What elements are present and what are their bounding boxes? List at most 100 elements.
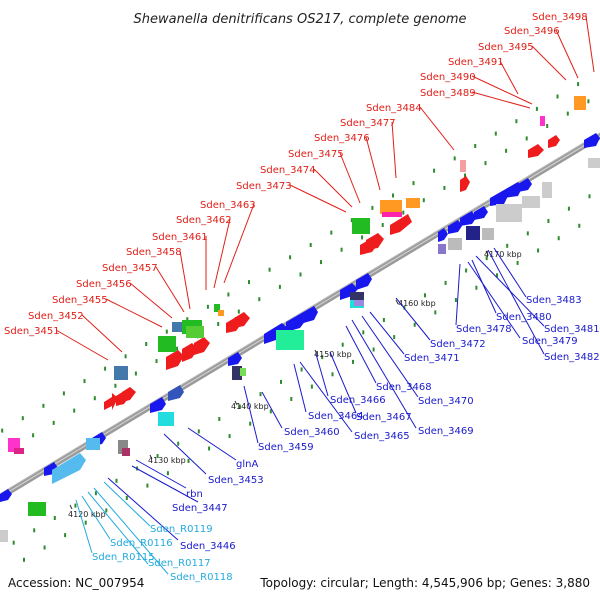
gene-label: Sden_3458	[126, 247, 182, 258]
marker-dot	[320, 260, 322, 265]
gene-label: Sden_3491	[448, 57, 504, 68]
gene-label: rbn	[186, 489, 203, 500]
marker-dot	[227, 292, 230, 297]
marker-dot	[331, 372, 334, 377]
marker-dot	[43, 545, 46, 550]
marker-dot	[62, 391, 65, 396]
marker-dot	[547, 219, 550, 223]
gene-label: Sden_3481	[544, 324, 600, 335]
marker-dot	[505, 148, 508, 153]
gene-label: Sden_3466	[330, 395, 386, 406]
marker-dot	[125, 496, 128, 500]
marker-dot	[176, 346, 179, 351]
marker-dot	[259, 392, 262, 397]
tick-label: 4150 kbp	[314, 350, 352, 359]
marker-dot	[350, 218, 353, 223]
marker-dot	[165, 329, 168, 334]
marker-dot	[166, 471, 169, 476]
marker-dot	[362, 330, 365, 335]
gene-label: Sden_3467	[356, 412, 412, 423]
marker-dot	[309, 243, 312, 247]
marker-dot	[464, 173, 466, 178]
marker-dot	[280, 379, 282, 384]
marker-dot	[496, 273, 498, 278]
marker-dot	[83, 379, 86, 384]
marker-dot	[372, 347, 375, 352]
tick-marks	[69, 250, 489, 510]
gene-label: Sden_3457	[102, 263, 158, 274]
marker-dot	[392, 193, 394, 198]
tick-label: 4160 kbp	[398, 299, 436, 308]
marker-dot	[577, 82, 580, 87]
marker-dot	[217, 322, 220, 326]
rna-label: Sden_R0118	[170, 572, 233, 583]
gene-label: Sden_3476	[314, 133, 370, 144]
gene-label: Sden_3479	[522, 336, 578, 347]
marker-dot	[587, 99, 590, 104]
marker-dot	[1, 428, 4, 433]
marker-dot	[237, 309, 240, 314]
marker-dot	[566, 111, 569, 116]
marker-dot	[578, 223, 581, 228]
gene-label: Sden_3480	[496, 312, 552, 323]
marker-dot	[433, 168, 436, 173]
marker-dot	[424, 293, 426, 298]
gene-label: Sden_3482	[544, 352, 600, 363]
marker-dot	[494, 131, 497, 136]
marker-dot	[53, 516, 56, 520]
gene-label: glnA	[236, 459, 258, 470]
marker-dot	[422, 198, 425, 203]
marker-track	[1, 82, 591, 562]
marker-dot	[382, 318, 385, 322]
summary-text: Topology: circular; Length: 4,545,906 bp…	[259, 576, 590, 590]
marker-dot	[228, 434, 231, 439]
marker-dot	[177, 441, 180, 446]
marker-dot	[155, 359, 158, 364]
marker-dot	[249, 421, 252, 426]
marker-dot	[23, 557, 25, 562]
gene-label: Sden_3498	[532, 12, 588, 23]
marker-dot	[465, 268, 468, 273]
marker-dot	[443, 185, 446, 190]
marker-dot	[475, 285, 478, 290]
marker-dot	[208, 446, 211, 451]
marker-dot	[321, 355, 324, 360]
marker-dot	[218, 417, 221, 421]
marker-dot	[515, 119, 518, 124]
marker-dot	[413, 322, 416, 327]
gene-label: Sden_3478	[456, 324, 512, 335]
marker-dot	[269, 409, 272, 414]
lower-gene-labels: Sden_3446 Sden_3447 rbn Sden_3453 glnA S…	[107, 247, 600, 552]
marker-dot	[361, 235, 364, 240]
marker-dot	[330, 230, 333, 235]
marker-dot	[32, 433, 35, 438]
marker-dot	[474, 144, 477, 148]
gene-label: Sden_3472	[430, 339, 486, 350]
marker-dot	[42, 403, 45, 408]
gene-label: Sden_3453	[208, 475, 264, 486]
marker-dot	[290, 397, 293, 401]
map-title: Shewanella denitrificans OS217, complete…	[134, 12, 467, 27]
gene-label: Sden_3477	[340, 118, 396, 129]
gene-label: Sden_3451	[4, 326, 60, 337]
gene-label: Sden_3455	[52, 295, 108, 306]
marker-dot	[187, 458, 190, 463]
marker-dot	[444, 280, 447, 285]
marker-dot	[105, 508, 108, 513]
marker-dot	[52, 420, 55, 425]
marker-dot	[567, 206, 570, 211]
marker-dot	[258, 297, 261, 302]
marker-dot	[289, 255, 292, 260]
marker-dot	[84, 520, 87, 525]
gene-label: Sden_3446	[180, 541, 236, 552]
marker-dot	[535, 106, 538, 111]
marker-dot	[393, 335, 396, 340]
rna-gene-labels: Sden_R0115 Sden_R0116 Sden_R0117 Sden_R0…	[75, 481, 233, 583]
gene-label: Sden_3471	[404, 353, 460, 364]
marker-dot	[197, 429, 200, 434]
marker-dot	[485, 256, 488, 261]
gene-label: Sden_3490	[420, 72, 476, 83]
marker-dot	[484, 161, 487, 166]
tick-label: 4130 kbp	[148, 456, 186, 465]
marker-dot	[74, 503, 77, 508]
